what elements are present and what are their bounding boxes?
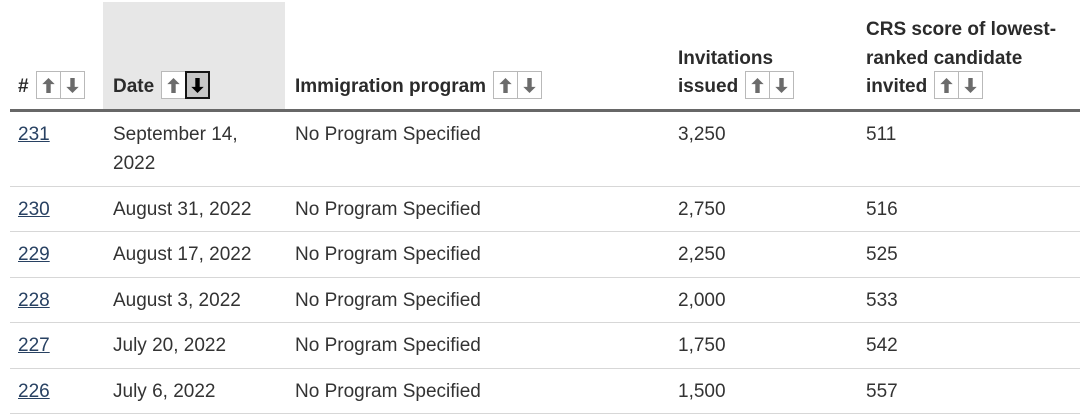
sort-up-icon [41, 77, 55, 93]
column-header-crs: CRS score of lowest-ranked candidate inv… [856, 2, 1080, 112]
column-label-invitations: Invitations issued [678, 47, 774, 98]
draw-number-link[interactable]: 227 [18, 335, 50, 357]
date-cell: August 3, 2022 [103, 277, 285, 324]
sort-down-icon [523, 77, 536, 93]
date-cell: July 6, 2022 [103, 368, 285, 414]
column-header-date: Date [103, 2, 285, 112]
draw-number-cell: 227 [10, 322, 103, 369]
sort-descending-button-invitations[interactable] [769, 71, 795, 100]
sort-ascending-button-date[interactable] [161, 71, 187, 100]
date-cell: August 31, 2022 [103, 186, 285, 233]
table-row: 226 July 6, 2022 No Program Specified 1,… [10, 368, 1080, 414]
program-cell: No Program Specified [285, 368, 668, 414]
crs-cell: 542 [856, 322, 1080, 369]
column-header-invitations: Invitations issued [668, 2, 856, 112]
table-row: 227 July 20, 2022 No Program Specified 1… [10, 322, 1080, 369]
sort-ascending-button-program[interactable] [493, 71, 519, 100]
sort-ascending-button-crs[interactable] [934, 71, 960, 100]
crs-cell: 525 [856, 231, 1080, 278]
draw-number-cell: 228 [10, 277, 103, 324]
sort-down-icon [964, 77, 977, 93]
crs-cell: 516 [856, 186, 1080, 233]
sort-controls-date [161, 71, 211, 100]
draw-number-link[interactable]: 228 [18, 289, 50, 311]
column-label-num: # [18, 76, 29, 98]
draw-number-link[interactable]: 230 [18, 198, 50, 220]
crs-cell: 511 [856, 110, 1080, 187]
column-label-program: Immigration program [295, 76, 487, 98]
invitations-cell: 3,250 [668, 110, 856, 187]
invitations-cell: 2,000 [668, 277, 856, 324]
sort-controls-crs [934, 71, 984, 100]
table-header: # Date Immigration program Invitations i… [10, 2, 1080, 112]
column-label-crs: CRS score of lowest-ranked candidate inv… [866, 19, 1057, 98]
sort-controls-invitations [745, 71, 795, 100]
program-cell: No Program Specified [285, 277, 668, 324]
table-row: 229 August 17, 2022 No Program Specified… [10, 231, 1080, 278]
program-cell: No Program Specified [285, 186, 668, 233]
table-body: 231 September 14, 2022 No Program Specif… [10, 110, 1080, 414]
draw-rounds-table: # Date Immigration program Invitations i… [10, 2, 1080, 414]
program-cell: No Program Specified [285, 231, 668, 278]
invitations-cell: 2,250 [668, 231, 856, 278]
program-cell: No Program Specified [285, 322, 668, 369]
sort-descending-button-program[interactable] [517, 71, 543, 100]
sort-descending-button-date[interactable] [185, 71, 211, 100]
draw-number-cell: 231 [10, 110, 103, 187]
sort-up-icon [167, 77, 180, 93]
sort-descending-button-crs[interactable] [958, 71, 984, 100]
draw-number-cell: 229 [10, 231, 103, 278]
sort-down-icon [775, 77, 788, 93]
draw-number-link[interactable]: 226 [18, 380, 50, 402]
sort-controls-num [35, 71, 85, 100]
header-row: # Date Immigration program Invitations i… [10, 2, 1080, 112]
column-label-date: Date [113, 76, 155, 98]
invitations-cell: 1,500 [668, 368, 856, 414]
crs-cell: 557 [856, 368, 1080, 414]
invitations-cell: 2,750 [668, 186, 856, 233]
sort-down-icon [191, 77, 204, 93]
sort-up-icon [499, 77, 512, 93]
draw-number-link[interactable]: 231 [18, 124, 50, 145]
table-row: 230 August 31, 2022 No Program Specified… [10, 186, 1080, 233]
sort-up-icon [940, 77, 953, 93]
draw-number-link[interactable]: 229 [18, 244, 50, 266]
sort-down-icon [65, 77, 79, 93]
invitations-cell: 1,750 [668, 322, 856, 369]
date-cell: September 14, 2022 [103, 110, 285, 187]
sort-up-icon [751, 77, 764, 93]
date-cell: July 20, 2022 [103, 322, 285, 369]
draw-number-cell: 230 [10, 186, 103, 233]
program-cell: No Program Specified [285, 110, 668, 187]
column-header-program: Immigration program [285, 2, 668, 112]
sort-descending-button-num[interactable] [59, 71, 85, 100]
sort-ascending-button-num[interactable] [35, 71, 61, 100]
date-cell: August 17, 2022 [103, 231, 285, 278]
table-row: 228 August 3, 2022 No Program Specified … [10, 277, 1080, 324]
sort-ascending-button-invitations[interactable] [745, 71, 771, 100]
sort-controls-program [493, 71, 543, 100]
table-row: 231 September 14, 2022 No Program Specif… [10, 110, 1080, 187]
draw-number-cell: 226 [10, 368, 103, 414]
column-header-num: # [10, 2, 103, 112]
crs-cell: 533 [856, 277, 1080, 324]
